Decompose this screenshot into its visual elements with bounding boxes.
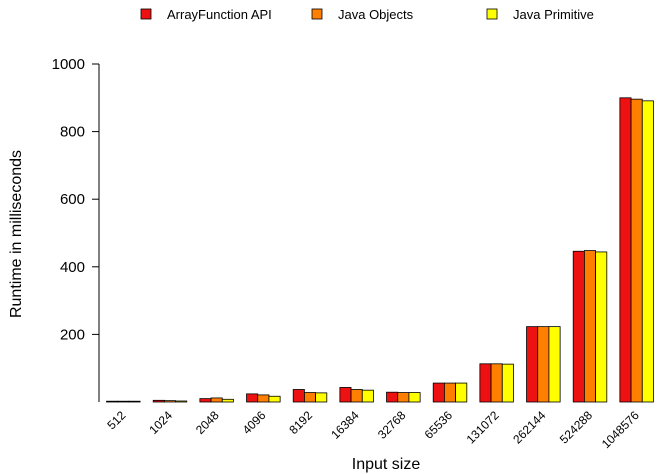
x-tick-label: 8192 [286, 408, 315, 437]
bar [361, 389, 374, 403]
bar [221, 398, 234, 403]
bar [537, 326, 550, 403]
bar [257, 394, 270, 403]
x-axis-label: Input size [352, 456, 421, 473]
bar [526, 326, 539, 403]
bar [303, 392, 316, 403]
bar [268, 395, 281, 403]
bar [128, 400, 141, 403]
legend-label: Java Primitive [513, 7, 594, 22]
bar [630, 98, 643, 403]
bar [117, 400, 130, 403]
legend-label: ArrayFunction API [167, 7, 272, 22]
bar [501, 363, 514, 403]
bar [292, 389, 305, 403]
bar [350, 389, 363, 403]
bar [315, 392, 328, 403]
x-tick-label: 1048576 [599, 408, 642, 451]
bar [455, 382, 468, 403]
bar [443, 382, 456, 403]
bar [641, 100, 654, 403]
x-tick-label: 524288 [557, 408, 595, 446]
legend-label: Java Objects [338, 7, 414, 22]
bar [246, 393, 259, 403]
legend: ArrayFunction API Java Objects Java Primit… [140, 7, 594, 22]
bar [386, 391, 399, 403]
y-tick-label: 400 [60, 259, 85, 276]
legend-swatch [486, 8, 498, 20]
bar [163, 400, 176, 403]
y-axis-label: Runtime in milliseconds [8, 150, 25, 318]
bar [432, 382, 445, 403]
x-tick-label: 512 [104, 408, 128, 432]
bar [152, 399, 165, 403]
bar [199, 398, 212, 403]
bar [548, 326, 561, 403]
x-tick-label: 16384 [328, 408, 362, 442]
x-tick-label: 1024 [146, 408, 175, 437]
bars [106, 97, 654, 403]
x-tick-label: 65536 [422, 408, 456, 442]
bar [210, 397, 223, 403]
legend-swatch [140, 8, 152, 20]
bar [479, 363, 492, 403]
bar [106, 400, 119, 403]
bar [572, 250, 585, 403]
x-tick-label: 4096 [240, 408, 269, 437]
x-tick-label: 32768 [375, 408, 409, 442]
legend-swatch [311, 8, 323, 20]
bar [490, 363, 503, 403]
y-tick-label: 600 [60, 191, 85, 208]
x-tick-label: 2048 [193, 408, 222, 437]
bar [397, 392, 410, 403]
bar [619, 97, 632, 403]
x-tick-label: 262144 [510, 408, 548, 446]
y-tick-label: 800 [60, 124, 85, 141]
x-tick-label: 131072 [464, 408, 502, 446]
bar [175, 400, 188, 403]
bar [408, 392, 421, 403]
bar [584, 250, 597, 403]
y-tick-label: 1000 [52, 56, 85, 73]
bar [339, 387, 352, 403]
y-tick-label: 200 [60, 326, 85, 343]
bar [595, 251, 608, 403]
